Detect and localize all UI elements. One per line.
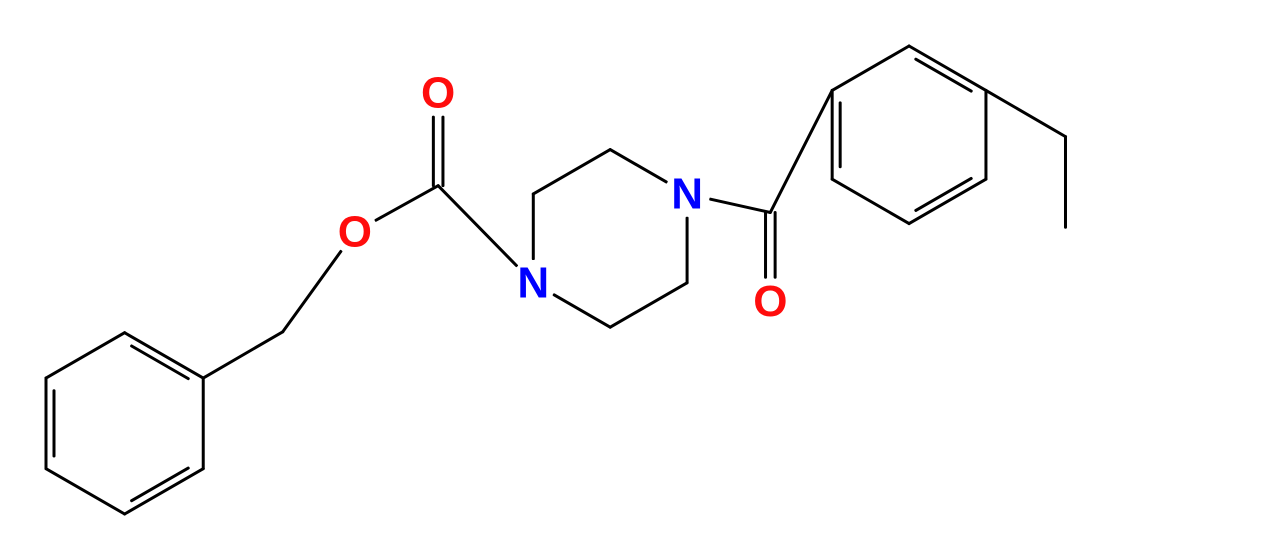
oxygen-label: O — [753, 277, 787, 326]
bond — [711, 199, 771, 212]
bond-group — [46, 469, 125, 514]
bond — [916, 178, 971, 210]
bond — [909, 46, 986, 90]
bond-group — [832, 179, 909, 223]
bond-group — [986, 90, 1066, 136]
bond — [46, 333, 125, 378]
bond-group — [610, 150, 666, 182]
oxygen-label: O — [421, 69, 455, 118]
bond — [125, 333, 204, 378]
chemical-structure: O O N N O — [0, 0, 1272, 560]
bond-group — [832, 90, 840, 179]
bond-group — [909, 178, 986, 223]
bond-group — [909, 46, 986, 91]
bond — [203, 332, 283, 378]
bond-group — [433, 117, 443, 185]
bond-group — [125, 333, 204, 379]
bond — [283, 251, 341, 331]
bond-group — [533, 150, 610, 194]
bond — [770, 90, 832, 212]
bond-group — [46, 378, 54, 469]
bond-group — [376, 186, 438, 221]
nitrogen-label: N — [671, 169, 703, 218]
bond — [533, 150, 610, 194]
bond — [832, 179, 909, 223]
bond — [46, 469, 125, 514]
nitrogen-label: N — [517, 258, 549, 307]
bond-group — [610, 283, 687, 327]
oxygen-label: O — [338, 207, 372, 256]
bond-group — [438, 186, 516, 266]
bond-group — [770, 90, 832, 212]
bond — [125, 469, 204, 514]
bond — [610, 150, 666, 182]
bond-group — [125, 468, 204, 514]
bond-group — [711, 199, 771, 212]
bond — [909, 179, 986, 223]
bond-group — [203, 332, 283, 378]
bond — [438, 186, 516, 266]
bond — [610, 283, 687, 327]
bond-group — [46, 333, 125, 378]
bond — [554, 295, 610, 327]
bond — [832, 46, 909, 90]
bond-group — [554, 295, 610, 327]
bond-group — [766, 212, 776, 277]
bond-group — [832, 46, 909, 90]
bond — [916, 59, 971, 91]
bond — [132, 468, 189, 501]
bond — [376, 186, 438, 221]
bond-group — [283, 251, 341, 331]
bond — [986, 90, 1066, 136]
bond — [132, 346, 189, 379]
